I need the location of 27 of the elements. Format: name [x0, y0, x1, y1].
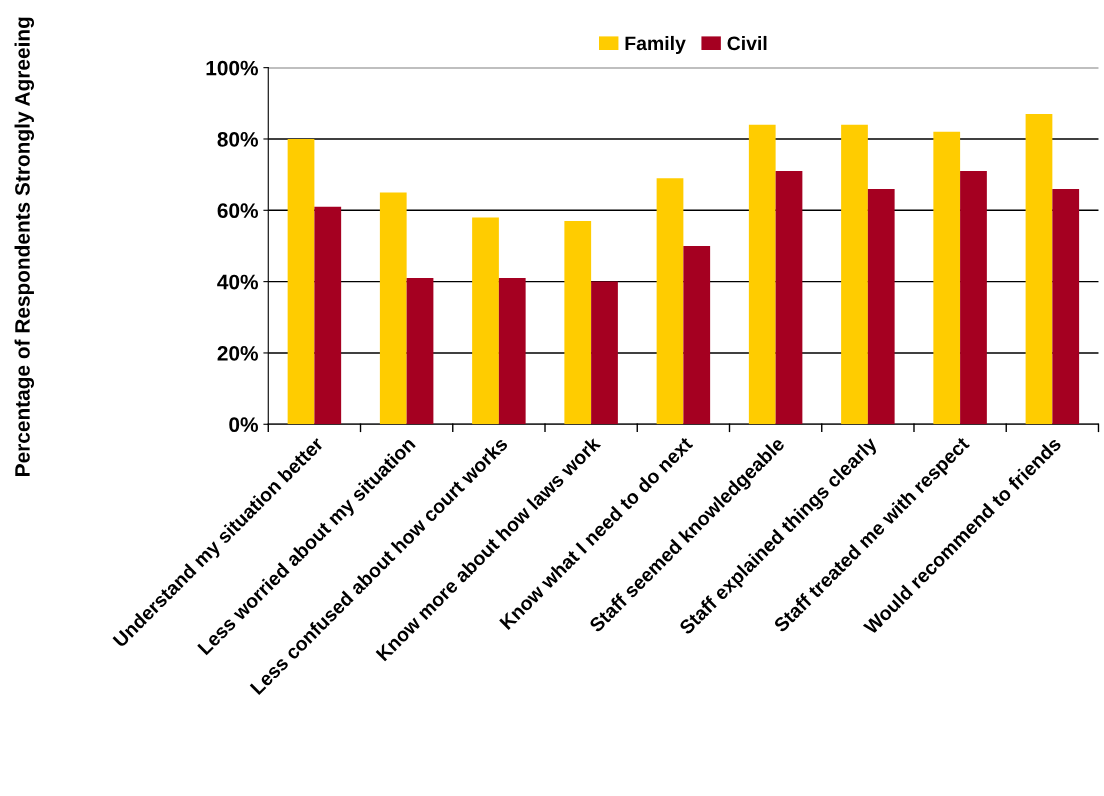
bar [841, 124, 868, 425]
bar [287, 138, 315, 425]
bar [933, 131, 961, 425]
bar [564, 221, 592, 425]
bar [960, 171, 987, 425]
bar [314, 206, 342, 425]
legend-label: Family [625, 35, 686, 55]
bar [683, 245, 711, 425]
y-tick-label: 40% [217, 274, 258, 290]
legend-label: Civil [727, 35, 767, 51]
bar [379, 192, 407, 425]
bar [656, 178, 684, 425]
y-tick-label: 0% [229, 417, 258, 433]
y-tick-label: 100% [206, 60, 258, 76]
bar [591, 281, 618, 425]
bar [1025, 114, 1053, 425]
y-tick-label: 60% [217, 203, 258, 219]
y-tick-label: 20% [217, 345, 258, 361]
bar [498, 278, 526, 425]
bar [1052, 188, 1080, 425]
bar [748, 124, 776, 425]
bar [775, 171, 803, 425]
y-axis-title: Percentage of Respondents Strongly Agreeing [14, 17, 35, 476]
bar [406, 278, 434, 425]
y-tick-label: 80% [217, 131, 258, 147]
bar [867, 188, 895, 425]
bar [472, 217, 499, 425]
